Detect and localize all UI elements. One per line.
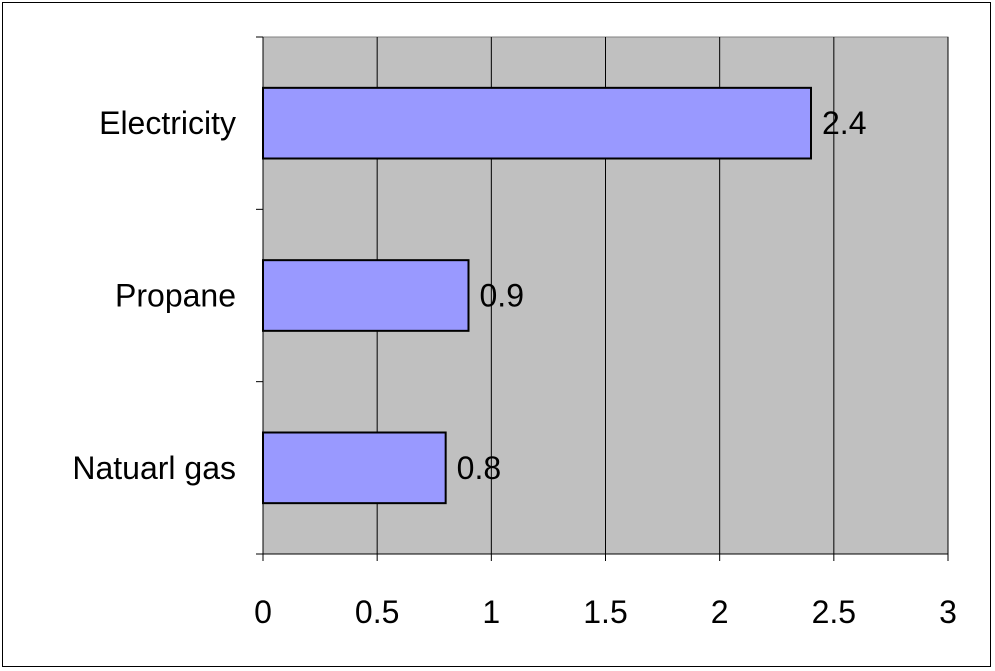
bar-natuarl-gas bbox=[262, 431, 447, 505]
x-tick-label: 3 bbox=[939, 594, 957, 630]
x-tick-label: 2 bbox=[711, 594, 729, 630]
category-label: Electricity bbox=[99, 105, 236, 141]
axes bbox=[256, 36, 949, 561]
bars bbox=[262, 86, 812, 505]
bar-propane bbox=[262, 259, 470, 332]
bar-electricity bbox=[262, 86, 812, 160]
labels: 2.4 Electricity 0.9 Propane 0.8 Natuarl gas 0 0… bbox=[72, 105, 957, 630]
category-label: Natuarl gas bbox=[72, 450, 236, 486]
category-label: Propane bbox=[115, 278, 236, 314]
x-tick-label: 1 bbox=[482, 594, 500, 630]
x-tick-label: 1.5 bbox=[583, 594, 627, 630]
x-tick-label: 0.5 bbox=[355, 594, 399, 630]
data-label: 2.4 bbox=[822, 105, 866, 141]
x-tick-label: 0 bbox=[254, 594, 272, 630]
data-label: 0.9 bbox=[480, 278, 524, 314]
data-label: 0.8 bbox=[457, 450, 501, 486]
x-tick-label: 2.5 bbox=[812, 594, 856, 630]
